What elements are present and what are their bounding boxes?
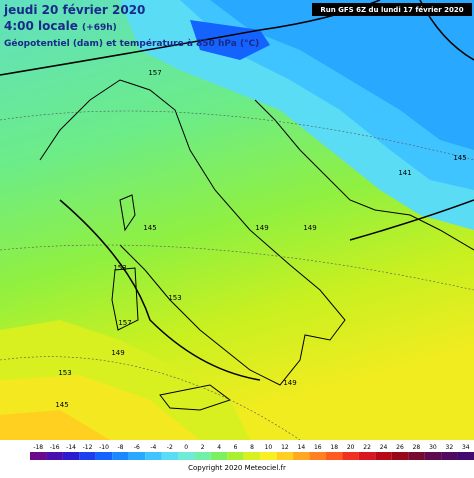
- isotherms: [0, 110, 474, 441]
- scale-label: 22: [363, 444, 371, 451]
- scale-swatch: [375, 452, 392, 460]
- scale-label: -6: [134, 444, 140, 451]
- scale-swatch: [178, 452, 195, 460]
- scale-swatch: [161, 452, 178, 460]
- coastlines: [39, 79, 474, 411]
- scale-swatch: [408, 452, 425, 460]
- scale-label: 2: [201, 444, 205, 451]
- warm-zone: [0, 410, 110, 440]
- contour-label: 153: [58, 369, 71, 377]
- valid-time: 4:00 locale (+69h): [4, 19, 117, 33]
- contour-labels: 157 153 149 145 141 145 149 149 153 157 153 149 145: [55, 69, 466, 409]
- scale-label: 20: [347, 444, 355, 451]
- scale-label: 12: [281, 444, 289, 451]
- scale-swatch: [293, 452, 310, 460]
- subtitle: Géopotentiel (dam) et température à 850 …: [4, 38, 259, 49]
- color-scale: -18 -16 -14 -12 -10 -8 -6 -4 -2 0 2 4 6 8 10 12 14 16 18 20…: [30, 444, 474, 460]
- contour-label: 153: [168, 294, 181, 302]
- scale-label: 24: [380, 444, 388, 451]
- scale-label: -12: [83, 444, 93, 451]
- contour-label: 149: [303, 224, 316, 232]
- contour-label: 149: [255, 224, 268, 232]
- scale-swatch: [128, 452, 146, 460]
- scale-label: -10: [99, 444, 109, 451]
- scale-label: 34: [462, 444, 470, 451]
- contour-label: 149: [111, 349, 124, 357]
- scale-swatch: [326, 452, 343, 460]
- scale-swatch: [358, 452, 376, 460]
- scale-swatch: [243, 452, 261, 460]
- scale-label: 26: [396, 444, 404, 451]
- contour-label: 145: [143, 224, 156, 232]
- scale-label: -14: [66, 444, 76, 451]
- scale-swatch: [46, 452, 63, 460]
- contour-label: 153: [113, 264, 126, 272]
- scale-label: 8: [250, 444, 254, 451]
- valid-date: jeudi 20 février 2020: [3, 3, 145, 17]
- contour-label: 145: [55, 401, 68, 409]
- scale-swatch: [309, 452, 326, 460]
- scale-label: -8: [117, 444, 123, 451]
- scale-label: 28: [413, 444, 421, 451]
- scale-label: 10: [265, 444, 273, 451]
- scale-swatch: [112, 452, 129, 460]
- run-box: [312, 3, 472, 16]
- scale-label: -16: [50, 444, 60, 451]
- scale-swatch: [276, 452, 294, 460]
- scale-label: 16: [314, 444, 322, 451]
- scale-swatch: [457, 452, 474, 460]
- scale-label: -18: [33, 444, 43, 451]
- scale-label: 32: [446, 444, 454, 451]
- contour-label: 145: [453, 154, 466, 162]
- contour-label: 157: [148, 69, 161, 77]
- scale-swatch: [79, 452, 96, 460]
- scale-label: 4: [217, 444, 221, 451]
- scale-swatch: [391, 452, 409, 460]
- cold-zone: [210, 0, 474, 150]
- copyright: Copyright 2020 Meteociel.fr: [188, 464, 286, 472]
- scale-label: 30: [429, 444, 437, 451]
- scale-swatch: [210, 452, 228, 460]
- scale-swatch: [194, 452, 211, 460]
- scale-swatch: [424, 452, 442, 460]
- run-info: Run GFS 6Z du lundi 17 février 2020: [320, 6, 463, 14]
- scale-label: 0: [184, 444, 188, 451]
- scale-label: 6: [234, 444, 238, 451]
- contour-label: 141: [398, 169, 411, 177]
- scale-label: -4: [150, 444, 156, 451]
- contour-label: 149: [283, 379, 296, 387]
- scale-swatch: [30, 452, 47, 460]
- scale-label: -2: [167, 444, 173, 451]
- scale-label: 18: [330, 444, 338, 451]
- scale-label: 14: [298, 444, 306, 451]
- cold-core: [190, 20, 270, 60]
- scale-swatch: [62, 452, 80, 460]
- scale-swatch: [145, 452, 162, 460]
- scale-swatch: [441, 452, 458, 460]
- scale-swatch: [260, 452, 277, 460]
- scale-swatch: [227, 452, 244, 460]
- lead-time: (+69h): [82, 23, 117, 33]
- time: 4:00 locale: [4, 19, 78, 33]
- scale-swatch: [95, 452, 113, 460]
- scale-swatch: [342, 452, 359, 460]
- contour-label: 157: [118, 319, 131, 327]
